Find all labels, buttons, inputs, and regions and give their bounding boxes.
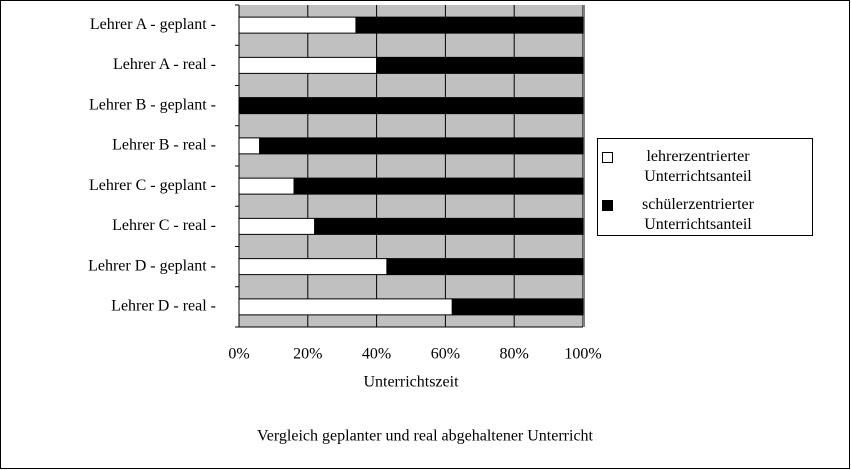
y-tick-label: Lehrer A - geplant - <box>90 16 216 33</box>
bar-segment <box>376 56 584 74</box>
legend: lehrerzentrierter Unterrichtsanteil schül… <box>597 138 813 236</box>
bar-segment <box>238 97 584 115</box>
legend-swatch <box>602 152 613 163</box>
y-tick-label: Lehrer C - geplant - <box>89 177 216 194</box>
legend-entry: lehrerzentrierter Unterrichtsanteil <box>602 147 808 187</box>
x-tick-label: 0% <box>228 346 249 363</box>
y-tick-label: Lehrer B - real - <box>112 137 216 154</box>
bar-segment <box>238 56 378 74</box>
bar-segment <box>238 16 357 34</box>
y-tick-label: Lehrer D - geplant - <box>88 257 216 274</box>
legend-swatch <box>602 200 613 211</box>
bar-segment <box>238 177 295 195</box>
bar-segment <box>386 258 584 276</box>
bar-segment <box>238 217 316 235</box>
chart-title: Vergleich geplanter und real abgehaltene… <box>257 428 594 445</box>
x-tick-label: 80% <box>500 346 529 363</box>
x-tick-label: 100% <box>564 346 601 363</box>
bar-segment <box>355 16 584 34</box>
x-axis-label: Unterrichtszeit <box>363 374 459 391</box>
y-tick-label: Lehrer C - real - <box>112 217 216 234</box>
legend-label: lehrerzentrierter Unterrichtsanteil <box>644 148 752 185</box>
x-tick-label: 40% <box>362 346 391 363</box>
bar-segment <box>293 177 584 195</box>
legend-label: schülerzentrierter Unterrichtsanteil <box>642 196 754 233</box>
bar-segment <box>314 217 584 235</box>
y-tick-label: Lehrer A - real - <box>113 56 216 73</box>
bar-segment <box>238 298 453 316</box>
bar-segment <box>451 298 584 316</box>
x-tick-label: 20% <box>293 346 322 363</box>
y-tick-label: Lehrer B - geplant - <box>89 96 216 113</box>
bar-segment <box>238 258 388 276</box>
plot-area <box>239 5 583 327</box>
y-tick-label: Lehrer D - real - <box>111 298 216 315</box>
bar-segment <box>259 137 584 155</box>
x-tick-label: 60% <box>431 346 460 363</box>
legend-entry: schülerzentrierter Unterrichtsanteil <box>602 195 808 235</box>
bar-segment <box>238 137 261 155</box>
